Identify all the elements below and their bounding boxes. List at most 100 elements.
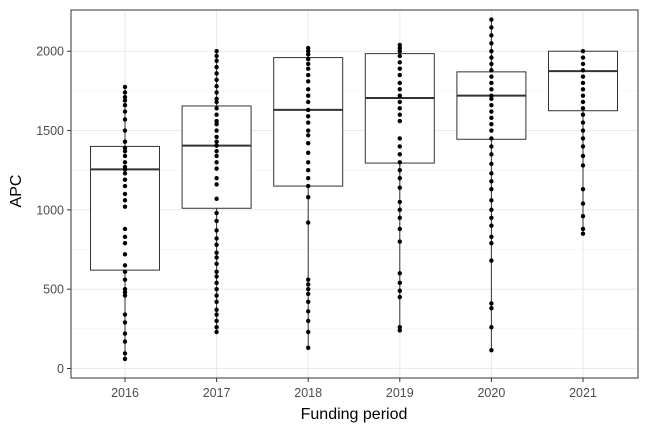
data-point: [214, 250, 219, 255]
data-point: [122, 171, 128, 176]
data-point: [489, 33, 494, 38]
data-point: [489, 128, 494, 133]
data-point: [214, 280, 219, 286]
data-point: [306, 286, 311, 292]
points-2019: [397, 42, 402, 333]
data-point: [214, 269, 219, 274]
data-point: [122, 331, 128, 336]
data-point: [489, 171, 494, 176]
data-point: [306, 318, 311, 324]
data-point: [214, 261, 219, 266]
data-point: [489, 68, 494, 73]
data-point: [214, 153, 219, 159]
data-point: [397, 294, 402, 300]
data-point: [306, 282, 311, 287]
data-point: [306, 277, 311, 282]
data-point: [122, 226, 128, 232]
data-point: [397, 280, 402, 286]
data-point: [214, 53, 219, 59]
data-point: [580, 226, 586, 232]
data-point: [306, 160, 311, 165]
data-point: [306, 107, 311, 113]
data-point: [122, 177, 128, 182]
data-point: [489, 93, 494, 98]
y-tick-label: 1500: [36, 124, 64, 138]
data-point: [306, 150, 311, 155]
data-point: [397, 239, 402, 244]
data-point: [122, 240, 128, 246]
point-group: [122, 17, 586, 362]
data-point: [397, 87, 402, 92]
data-point: [122, 320, 128, 325]
data-point: [489, 179, 494, 184]
data-point: [306, 52, 311, 57]
data-point: [580, 128, 586, 133]
data-point: [397, 60, 402, 65]
data-point: [489, 215, 494, 220]
data-point: [122, 84, 128, 90]
data-point: [306, 345, 311, 351]
data-point: [397, 160, 402, 165]
data-point: [580, 99, 586, 105]
data-point: [214, 299, 219, 305]
x-axis: 2016 2017 2018 2019 2020 2021: [111, 378, 597, 400]
data-point: [214, 255, 219, 260]
data-point: [489, 96, 494, 102]
data-point: [214, 312, 219, 317]
data-point: [306, 45, 311, 51]
data-point: [580, 163, 586, 168]
data-point: [489, 25, 494, 30]
data-point: [306, 120, 311, 125]
points-2018: [306, 45, 311, 351]
data-point: [397, 215, 402, 220]
data-point: [306, 66, 311, 71]
data-point: [214, 96, 219, 102]
data-point: [489, 41, 494, 46]
data-point: [122, 109, 128, 114]
x-tick-label: 2021: [569, 386, 597, 400]
x-tick-label: 2017: [203, 386, 231, 400]
y-axis: 0 500 1000 1500 2000: [36, 45, 71, 376]
data-point: [214, 112, 219, 117]
data-point: [489, 49, 494, 54]
data-point: [489, 198, 494, 203]
data-point: [122, 95, 128, 100]
data-point: [214, 274, 219, 279]
data-point: [306, 220, 311, 225]
data-point: [306, 114, 311, 119]
y-tick-label: 0: [57, 362, 64, 376]
x-tick-label: 2019: [386, 386, 414, 400]
data-point: [214, 90, 219, 95]
data-point: [306, 175, 311, 181]
data-point: [580, 106, 586, 111]
points-2016: [122, 84, 128, 362]
data-point: [122, 293, 128, 298]
data-point: [122, 148, 128, 154]
data-point: [489, 122, 494, 127]
data-point: [397, 207, 402, 213]
data-point: [489, 55, 494, 60]
data-point: [122, 90, 128, 95]
data-point: [306, 93, 311, 98]
data-point: [306, 141, 311, 146]
data-point: [580, 214, 586, 219]
data-point: [214, 139, 219, 144]
data-point: [580, 144, 586, 149]
data-point: [580, 112, 586, 117]
data-point: [306, 99, 311, 105]
data-point: [122, 204, 128, 209]
data-point: [306, 329, 311, 335]
points-2020: [489, 17, 494, 353]
data-point: [122, 139, 128, 144]
data-point: [122, 153, 128, 159]
data-point: [580, 201, 586, 206]
data-point: [214, 83, 219, 89]
data-point: [489, 74, 494, 79]
data-point: [489, 161, 494, 167]
data-point: [214, 118, 219, 124]
data-point: [214, 325, 219, 330]
data-point: [214, 49, 219, 54]
data-point: [122, 234, 128, 240]
plot-panel-border: [70, 9, 639, 379]
